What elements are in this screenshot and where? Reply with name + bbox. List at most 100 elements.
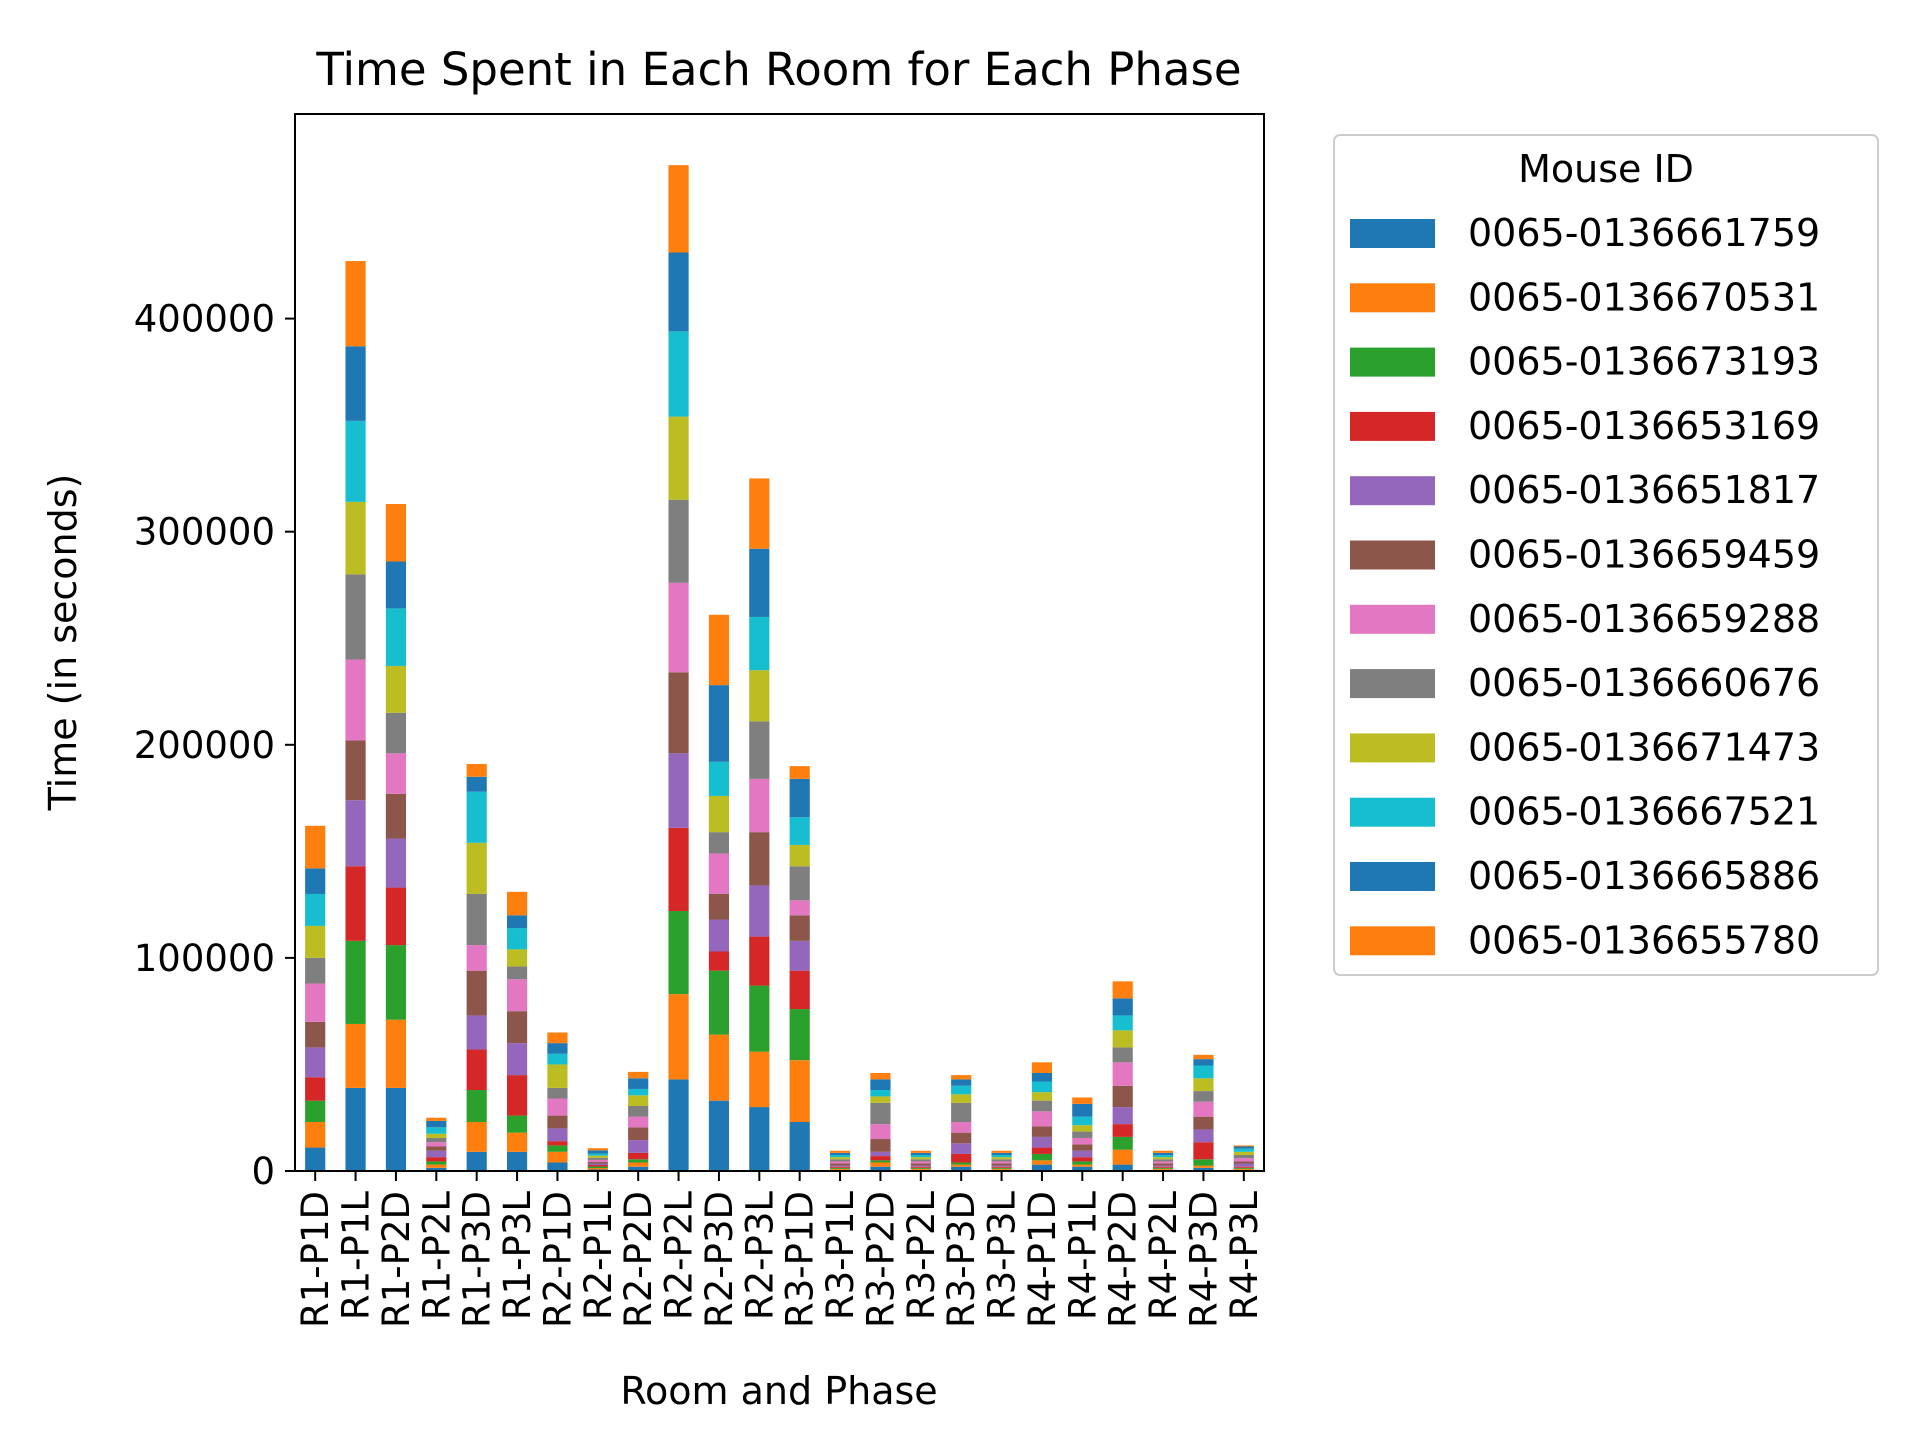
bar-segment [991, 1167, 1012, 1169]
bar-segment [749, 832, 770, 886]
bar-segment [466, 945, 487, 971]
bar-segment [466, 763, 487, 777]
legend-swatch [1350, 604, 1435, 634]
bar-segment [1193, 1078, 1214, 1092]
bar-segment [668, 499, 689, 583]
bar-segment [1031, 1100, 1053, 1112]
bar-segment [991, 1165, 1012, 1167]
bar-segment [385, 665, 407, 713]
bar-segment [305, 1077, 326, 1101]
bar-segment [789, 1121, 810, 1171]
legend-label: 0065-0136653169 [1468, 404, 1820, 448]
bar-segment [910, 1157, 931, 1160]
bar-segment [668, 252, 689, 332]
bar-segment [385, 608, 407, 666]
bar-segment [668, 331, 689, 417]
bar-segment [385, 793, 407, 839]
bar-segment [1072, 1103, 1093, 1117]
bar-segment [385, 1019, 407, 1088]
bar-segment [991, 1163, 1012, 1166]
bar-segment [1031, 1081, 1053, 1093]
bar-segment [708, 614, 730, 686]
legend-swatch [1350, 797, 1435, 827]
bar-segment [668, 672, 689, 754]
bar-segment [547, 1151, 568, 1163]
bar-segment [1112, 1149, 1133, 1165]
bar-segment [1031, 1062, 1053, 1073]
bar-segment [708, 970, 730, 1035]
bar-segment [345, 501, 366, 575]
bar-segment [466, 1049, 487, 1091]
bar-segment [587, 1163, 608, 1166]
bar-segment [1031, 1147, 1053, 1154]
bars-layer [305, 165, 1254, 1171]
bar-segment [1233, 1168, 1254, 1170]
bar-segment [708, 853, 730, 894]
bar-segment [628, 1095, 649, 1107]
legend-label: 0065-0136659288 [1468, 597, 1820, 641]
y-tick-label: 400000 [134, 298, 275, 341]
bar-segment [749, 616, 770, 671]
bar-segment [829, 1163, 851, 1166]
bar-segment [466, 842, 487, 894]
bar-segment [951, 1166, 972, 1171]
bar-segment [870, 1090, 891, 1097]
bar-segment [506, 1115, 528, 1133]
bar-segment [991, 1161, 1012, 1164]
bar-segment [870, 1079, 891, 1091]
bar-segment [870, 1162, 891, 1167]
bar-segment [305, 893, 326, 926]
bar-segment [587, 1168, 608, 1170]
bar-segment [587, 1153, 608, 1156]
bar-segment [305, 1147, 326, 1171]
bar-segment [668, 753, 689, 828]
bar-segment [628, 1166, 649, 1171]
bar-segment [708, 893, 730, 920]
bar-segment [829, 1159, 851, 1162]
bar-segment [829, 1161, 851, 1164]
bar-segment [1112, 1164, 1133, 1171]
legend-swatch [1350, 926, 1435, 956]
legend-label: 0065-0136651817 [1468, 468, 1820, 512]
chart-title: Time Spent in Each Room for Each Phase [315, 43, 1241, 96]
legend-label: 0065-0136655780 [1468, 918, 1820, 962]
bar-segment [910, 1165, 931, 1167]
x-tick-label: R2-P2D [617, 1191, 660, 1328]
bar-segment [426, 1161, 447, 1165]
bar-segment [385, 712, 407, 754]
bar-segment [345, 800, 366, 867]
bar-segment [870, 1072, 891, 1080]
x-tick-label: R3-P3D [940, 1191, 983, 1328]
legend-swatch [1350, 733, 1435, 763]
bar-segment [829, 1150, 851, 1153]
bar-segment [1233, 1166, 1254, 1168]
bar-segment [466, 1015, 487, 1050]
bar-segment [1233, 1155, 1254, 1159]
bar-segment [1152, 1167, 1174, 1169]
bar-segment [951, 1075, 972, 1080]
bar-segment [587, 1157, 608, 1160]
bar-segment [426, 1146, 447, 1151]
bar-segment [1072, 1166, 1093, 1171]
bar-segment [305, 1021, 326, 1048]
bar-segment [1193, 1116, 1214, 1130]
bar-segment [789, 844, 810, 867]
bar-segment [1072, 1161, 1093, 1165]
bar-segment [1193, 1167, 1214, 1171]
bar-segment [910, 1168, 931, 1170]
bar-segment [749, 478, 770, 549]
legend-swatch [1350, 219, 1435, 248]
bar-segment [991, 1168, 1012, 1170]
bar-segment [628, 1078, 649, 1089]
bar-segment [829, 1168, 851, 1170]
bar-segment [789, 970, 810, 1010]
x-tick-label: R3-P1D [779, 1191, 822, 1328]
bar-segment [708, 795, 730, 833]
bar-segment [951, 1132, 972, 1144]
bar-segment [1193, 1101, 1214, 1117]
bar-segment [991, 1155, 1012, 1158]
bar-segment [426, 1117, 447, 1121]
bar-segment [708, 832, 730, 854]
bar-segment [1112, 1062, 1133, 1086]
bar-segment [668, 1079, 689, 1171]
